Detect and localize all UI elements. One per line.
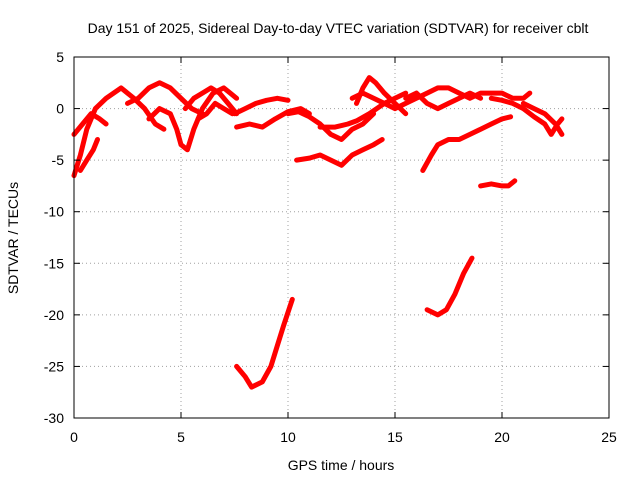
y-tick-label: -15: [44, 255, 64, 271]
x-tick-label: 20: [494, 429, 510, 445]
series-track-18: [520, 100, 565, 137]
series-track-14: [349, 85, 533, 112]
x-tick-label: 5: [177, 429, 185, 445]
chart-title: Day 151 of 2025, Sidereal Day-to-day VTE…: [88, 20, 589, 36]
plot-frame: [73, 56, 610, 419]
x-tick-label: 10: [280, 429, 296, 445]
series-track-8: [232, 95, 291, 117]
series-track-15: [403, 90, 484, 112]
series-track-12: [294, 137, 385, 168]
y-tick-label: -20: [44, 307, 64, 323]
series-track-5: [146, 85, 240, 153]
series-track-16: [420, 114, 514, 173]
y-tick-label: 0: [56, 101, 64, 117]
series-track-9: [234, 106, 312, 130]
y-tick-label: -10: [44, 204, 64, 220]
y-tick-label: -25: [44, 358, 64, 374]
series-track-3: [77, 137, 100, 173]
y-tick-label: -30: [44, 410, 64, 426]
x-tick-label: 15: [387, 429, 403, 445]
data-series: [71, 75, 565, 390]
series-track-13: [354, 75, 409, 117]
series-track-6: [182, 85, 240, 117]
series-track-21: [234, 296, 295, 390]
axes: 0 5 10 15 20 25 5 0 -5 -10 -15 -20 -25 -30: [44, 49, 617, 445]
x-axis-label: GPS time / hours: [288, 457, 395, 473]
series-track-7: [195, 100, 235, 122]
series-track-10: [285, 109, 377, 142]
series-track-2: [71, 111, 109, 137]
series-track-20: [424, 255, 475, 318]
x-tick-label: 0: [70, 429, 78, 445]
y-tick-label: -5: [52, 152, 65, 168]
y-tick-label: 5: [56, 49, 64, 65]
series-track-19: [478, 178, 518, 189]
x-tick-label: 25: [601, 429, 617, 445]
y-axis-label: SDTVAR / TECUs: [5, 182, 21, 294]
